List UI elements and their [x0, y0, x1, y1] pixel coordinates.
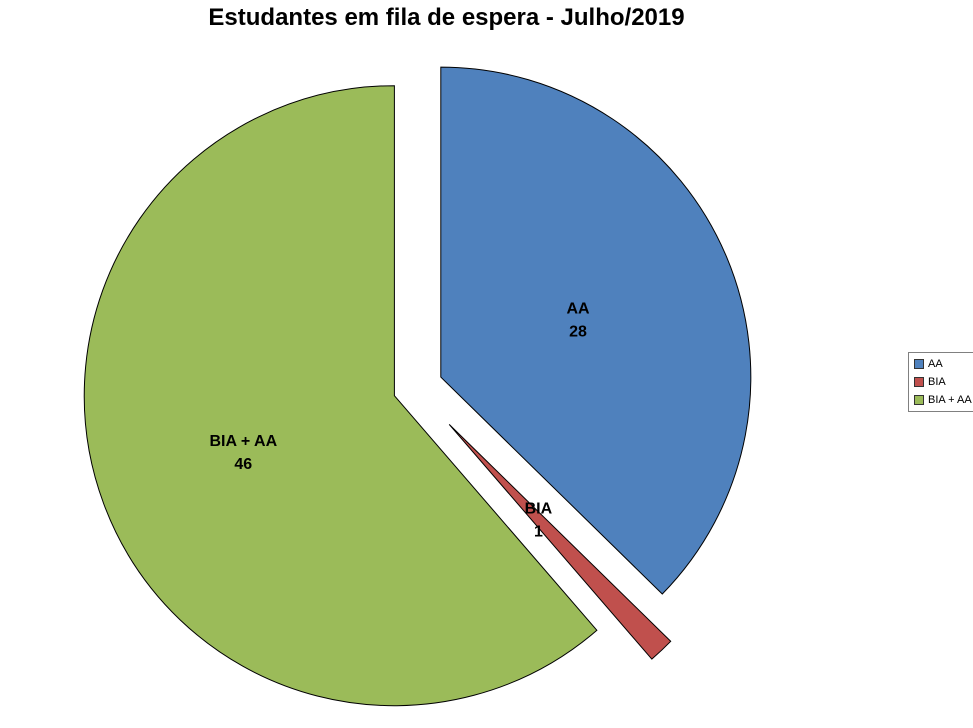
legend-label: BIA + AA	[928, 394, 972, 406]
legend-label: AA	[928, 358, 943, 370]
slice-label-bia-aa: BIA + AA	[209, 433, 277, 450]
chart-title: Estudantes em fila de espera - Julho/201…	[208, 4, 685, 31]
legend-swatch	[914, 359, 924, 369]
legend-swatch	[914, 377, 924, 387]
pie-slice-bia	[448, 424, 672, 660]
legend-item: BIA	[914, 376, 972, 388]
legend-item: AA	[914, 358, 972, 370]
legend-swatch	[914, 395, 924, 405]
pie-slice-aa	[440, 66, 752, 595]
legend-label: BIA	[928, 376, 946, 388]
legend-item: BIA + AA	[914, 394, 972, 406]
slice-value-bia: 1	[534, 523, 543, 540]
slice-label-bia: BIA	[525, 500, 553, 517]
slice-value-bia-aa: 46	[234, 456, 252, 473]
slice-label-aa: AA	[566, 301, 590, 318]
slice-value-aa: 28	[569, 324, 587, 341]
pie-slice-bia-aa	[83, 85, 598, 707]
legend: AA BIA BIA + AA	[908, 352, 973, 412]
